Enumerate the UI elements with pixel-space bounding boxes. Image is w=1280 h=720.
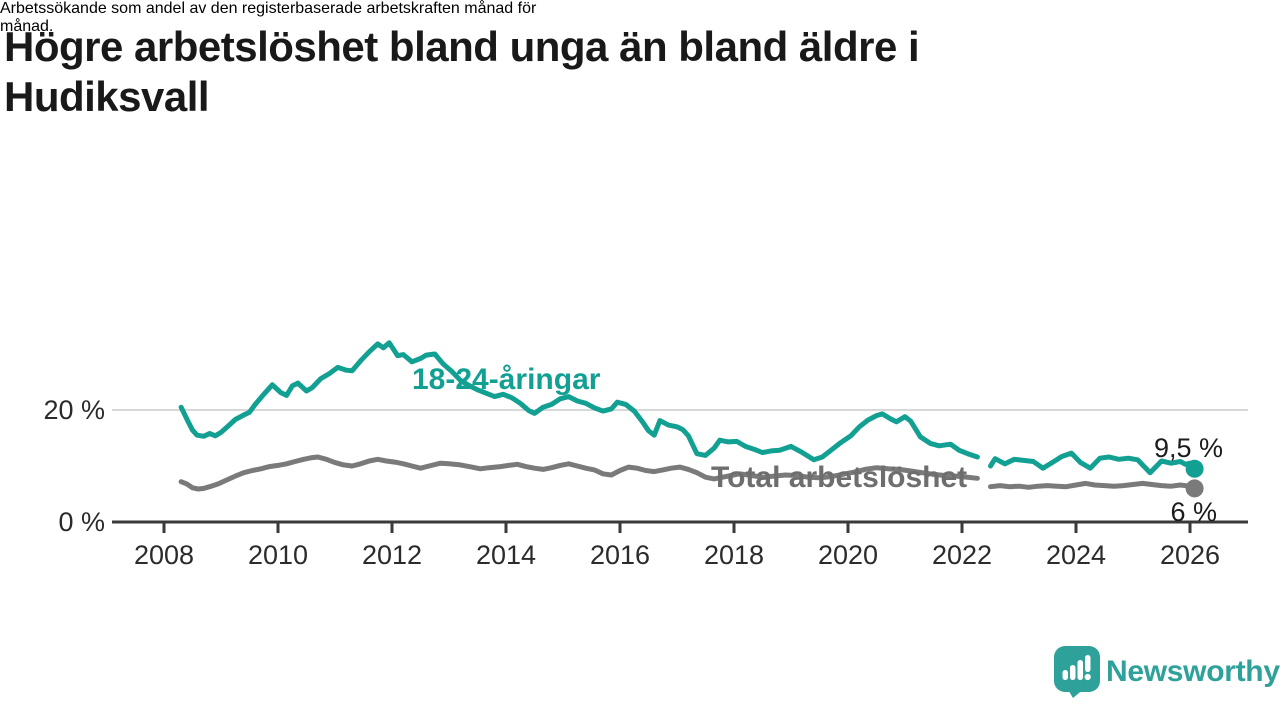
series-end-dot-young — [1185, 459, 1204, 478]
series-end-dot-total — [1185, 479, 1204, 498]
series-label-young: 18-24-åringar — [412, 363, 601, 396]
x-axis-tick-label: 2024 — [1045, 540, 1107, 570]
end-value-label-total: 6 % — [1170, 497, 1217, 527]
x-axis-tick-label: 2010 — [247, 540, 309, 570]
x-axis-tick-label: 2016 — [589, 540, 651, 570]
newsworthy-logo-icon — [1054, 646, 1100, 698]
bar-chart-glyph — [1062, 655, 1091, 681]
x-axis-tick-label: 2012 — [361, 540, 423, 570]
x-axis-tick-label: 2026 — [1159, 540, 1221, 570]
series-label-total: Total arbetslöshet — [711, 461, 968, 494]
series-line-total — [178, 454, 980, 492]
y-axis-tick-label-20: 20 % — [43, 395, 105, 425]
end-value-label-young: 9,5 % — [1153, 433, 1223, 463]
x-axis-tick-label: 2008 — [133, 540, 195, 570]
page-title-line-1: Högre arbetslöshet bland unga än bland ä… — [4, 23, 920, 70]
x-axis-tick-label: 2022 — [931, 540, 993, 570]
y-axis-tick-label-0: 0 % — [58, 507, 105, 537]
chart-subtitle-line-2: månad. — [0, 18, 54, 35]
series-line-young — [988, 450, 1198, 476]
series-line-total — [988, 480, 1198, 491]
speech-bubble-shape — [1054, 646, 1100, 698]
chart-subtitle-line-1: Arbetssökande som andel av den registerb… — [0, 0, 537, 17]
page-title: Högre arbetslöshet bland unga än bland ä… — [4, 22, 1184, 122]
page-title-line-2: Hudiksvall — [4, 73, 210, 120]
x-axis-tick-label: 2018 — [703, 540, 765, 570]
chart-header: Högre arbetslöshet bland unga än bland ä… — [0, 0, 1280, 120]
brand-wordmark: Newsworthy — [1106, 655, 1280, 688]
series-line-young — [178, 340, 980, 463]
x-axis-tick-label: 2014 — [475, 540, 537, 570]
x-axis-tick-label: 2020 — [817, 540, 879, 570]
